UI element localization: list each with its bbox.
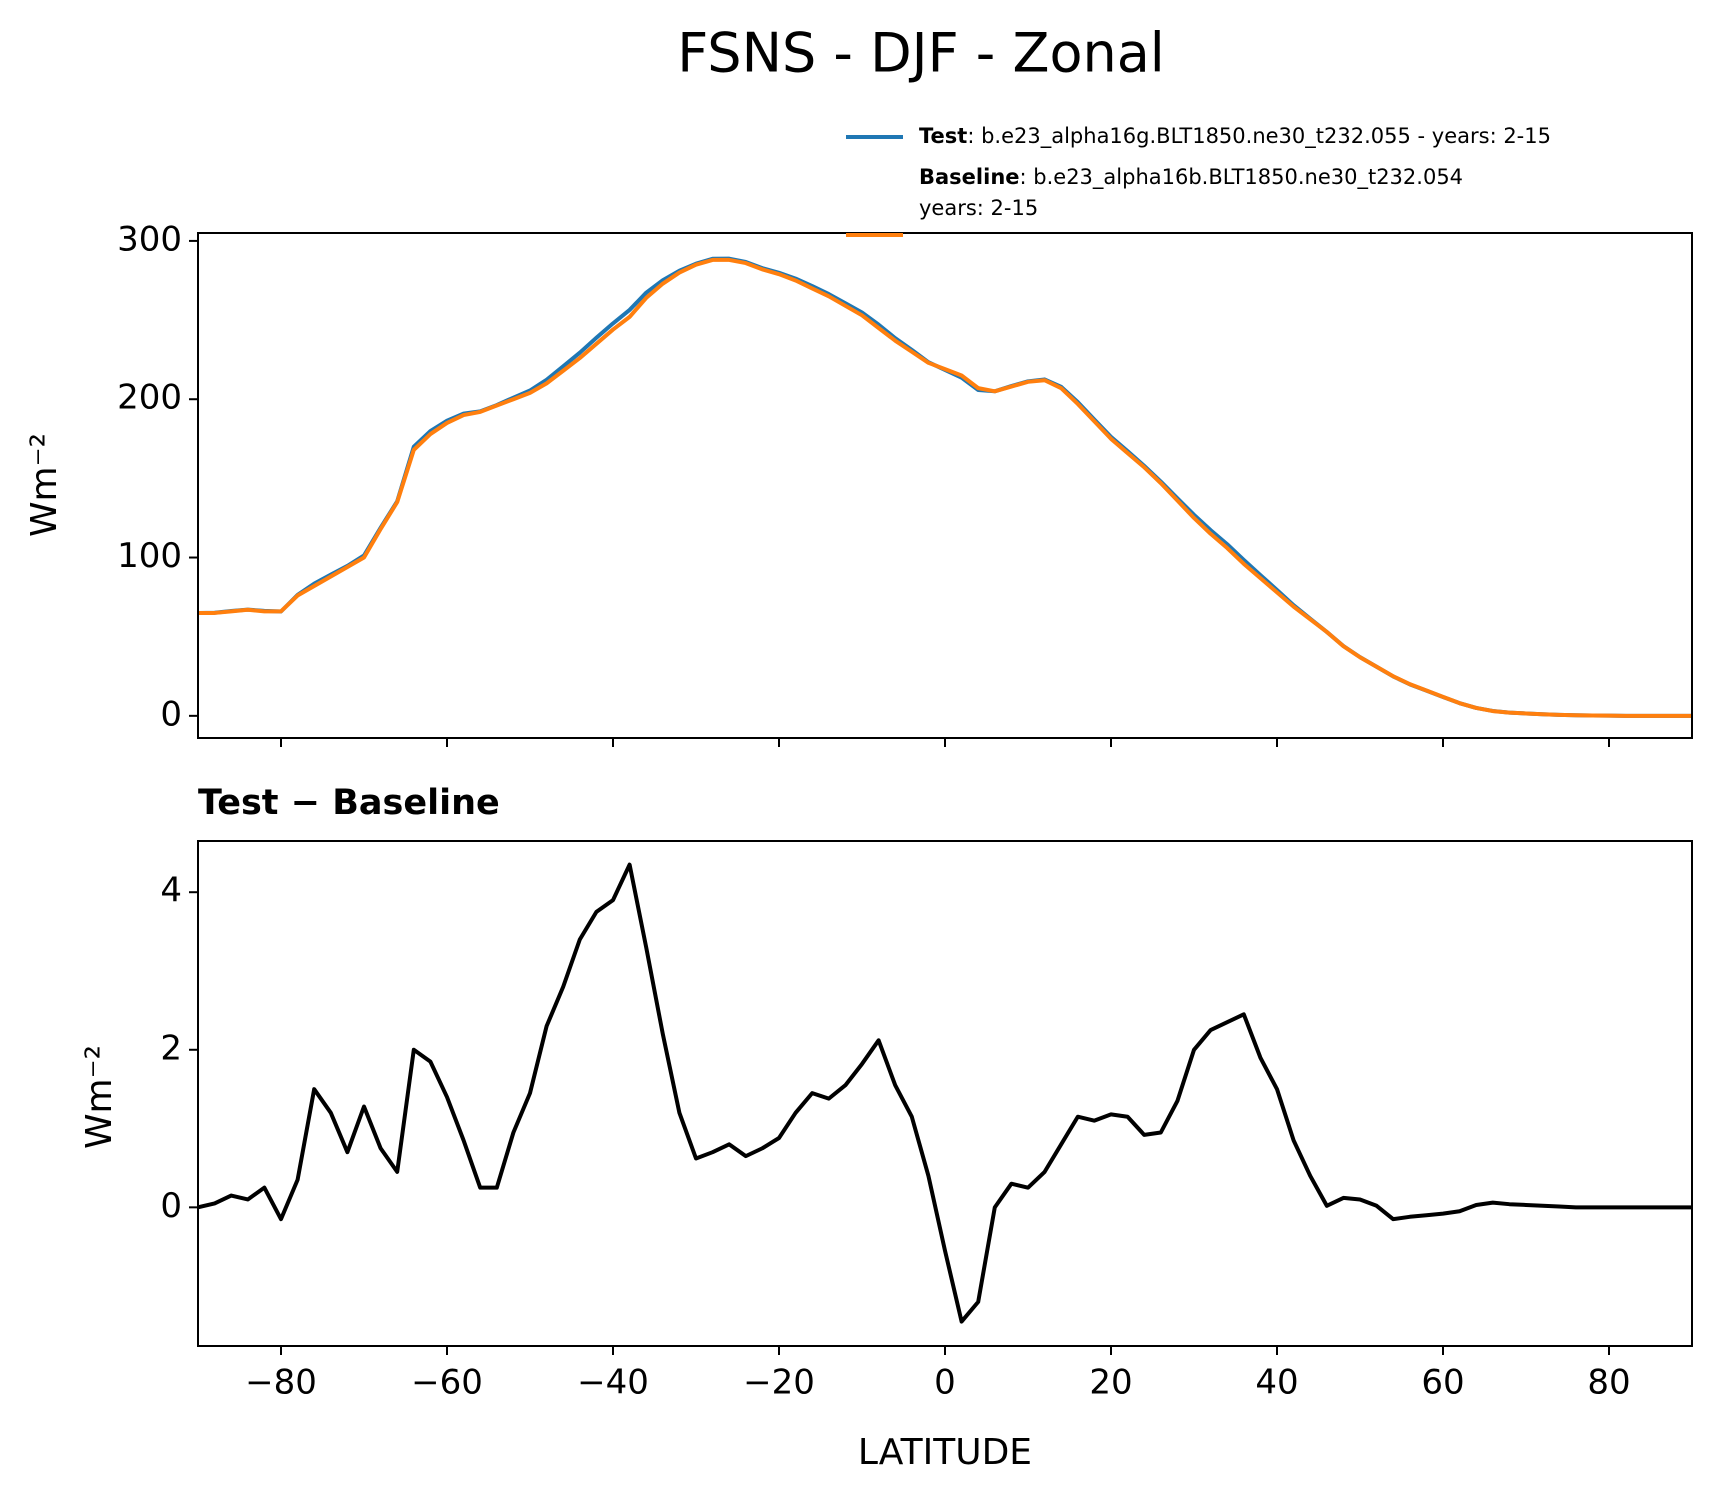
x-tick-label: −60: [411, 1363, 483, 1403]
legend-description: : b.e23_alpha16g.BLT1850.ne30_t232.055 -…: [967, 124, 1551, 149]
y-tick-label: 0: [160, 694, 182, 734]
x-tick-label: −20: [743, 1363, 815, 1403]
y-tick-label: 200: [117, 378, 182, 418]
legend-description: years: 2-15: [919, 196, 1038, 220]
x-tick-label: 0: [934, 1363, 956, 1403]
y-tick-label: 0: [160, 1186, 182, 1226]
y-tick-label: 100: [117, 536, 182, 576]
series-line: [198, 257, 1692, 718]
axes-frame: [197, 840, 1693, 1347]
legend-description: : b.e23_alpha16b.BLT1850.ne30_t232.054: [1020, 165, 1464, 190]
legend-label: Baseline: b.e23_alpha16b.BLT1850.ne30_t2…: [919, 165, 1463, 190]
y-axis-label: Wm⁻²: [24, 433, 65, 537]
panel-title: Test − Baseline: [198, 783, 500, 823]
y-tick-label: 300: [117, 219, 182, 259]
y-tick-label: 4: [160, 871, 182, 911]
x-tick-label: −40: [577, 1363, 649, 1403]
x-tick-label: −80: [245, 1363, 317, 1403]
x-tick-label: 60: [1421, 1363, 1464, 1403]
x-tick-label: 20: [1089, 1363, 1132, 1403]
series-line: [198, 256, 1692, 718]
x-axis-label: LATITUDE: [858, 1432, 1032, 1473]
legend-name: Test: [919, 124, 967, 148]
x-tick-label: 40: [1255, 1363, 1298, 1403]
series-line: [198, 862, 1692, 1324]
axes-frame: [197, 232, 1693, 739]
y-axis-label: Wm⁻²: [79, 1045, 120, 1149]
legend-name: Baseline: [919, 165, 1020, 189]
y-tick-label: 2: [160, 1028, 182, 1068]
figure-title: FSNS - DJF - Zonal: [677, 22, 1165, 85]
x-tick-label: 80: [1587, 1363, 1630, 1403]
legend-label: Test: b.e23_alpha16g.BLT1850.ne30_t232.0…: [919, 124, 1551, 149]
